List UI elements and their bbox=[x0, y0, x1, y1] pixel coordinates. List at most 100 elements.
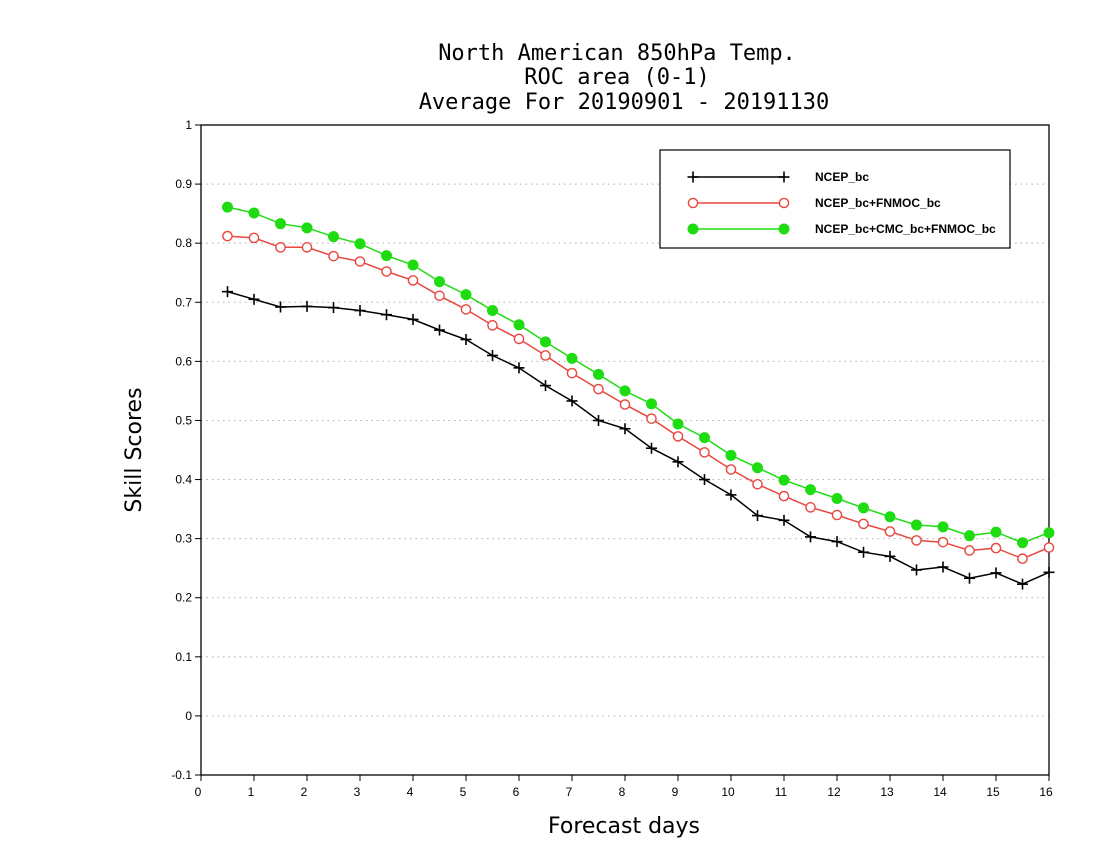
data-point bbox=[778, 474, 790, 486]
data-point bbox=[884, 526, 896, 537]
data-point bbox=[752, 510, 763, 522]
data-point bbox=[699, 447, 710, 458]
data-point bbox=[593, 383, 604, 395]
legend-entry: NCEP_bc bbox=[687, 170, 869, 184]
data-point bbox=[884, 550, 896, 562]
data-point bbox=[937, 521, 949, 533]
data-point bbox=[566, 367, 578, 379]
data-point bbox=[619, 399, 631, 410]
data-point bbox=[831, 509, 843, 521]
data-point bbox=[805, 502, 816, 513]
data-point bbox=[328, 250, 339, 262]
data-point bbox=[381, 266, 392, 277]
data-point bbox=[487, 320, 498, 331]
x-tick-label: 16 bbox=[1039, 785, 1053, 799]
data-point bbox=[593, 414, 604, 426]
data-point bbox=[699, 474, 710, 486]
data-point bbox=[725, 449, 737, 461]
y-tick-label: 0.2 bbox=[175, 591, 192, 605]
data-point bbox=[990, 567, 1002, 579]
data-point bbox=[858, 502, 869, 514]
y-tick-label: 0.9 bbox=[175, 177, 192, 191]
data-point bbox=[990, 526, 1002, 538]
data-point bbox=[301, 300, 313, 312]
data-point bbox=[566, 395, 578, 407]
legend-marker bbox=[778, 171, 790, 183]
data-point bbox=[540, 336, 551, 348]
x-tick-label: 1 bbox=[248, 785, 255, 799]
data-point bbox=[460, 304, 472, 315]
data-point bbox=[434, 276, 445, 288]
data-point bbox=[301, 222, 313, 234]
data-point bbox=[513, 319, 525, 331]
data-point bbox=[646, 413, 657, 424]
data-point bbox=[619, 423, 631, 435]
legend-label: NCEP_bc bbox=[815, 170, 869, 184]
x-tick-label: 13 bbox=[880, 785, 894, 799]
data-point bbox=[672, 418, 684, 430]
data-point bbox=[937, 561, 949, 573]
series-2 bbox=[222, 230, 1055, 565]
data-point bbox=[752, 462, 763, 474]
data-point bbox=[434, 324, 445, 336]
data-point bbox=[407, 275, 419, 286]
y-tick-label: 1 bbox=[185, 118, 192, 132]
data-point bbox=[513, 333, 525, 345]
legend-marker bbox=[778, 223, 790, 235]
y-tick-label: 0.4 bbox=[175, 473, 192, 487]
y-tick-label: 0 bbox=[185, 709, 192, 723]
data-point bbox=[222, 286, 233, 298]
data-point bbox=[990, 542, 1002, 554]
x-tick-label: 3 bbox=[354, 785, 361, 799]
y-axis-ticks: -0.1 0 0.1 0.2 0.3 0.4 0.5 0.6 0.7 0.8 0.9 1 bbox=[171, 118, 201, 782]
data-point bbox=[646, 398, 657, 410]
data-point bbox=[831, 536, 843, 548]
y-tick-label: 0.6 bbox=[175, 354, 192, 368]
data-point bbox=[354, 256, 366, 267]
data-point bbox=[778, 490, 790, 502]
x-tick-label: 4 bbox=[407, 785, 414, 799]
data-point bbox=[222, 201, 233, 213]
data-point bbox=[328, 302, 339, 314]
data-point bbox=[381, 309, 392, 321]
data-point bbox=[778, 514, 790, 526]
legend-box bbox=[659, 149, 1011, 249]
grid-lines bbox=[201, 183, 1049, 717]
x-tick-label: 9 bbox=[672, 785, 679, 799]
data-point bbox=[248, 232, 260, 244]
data-point bbox=[1043, 566, 1055, 578]
data-point bbox=[858, 546, 869, 558]
x-tick-label: 12 bbox=[827, 785, 841, 799]
legend-marker bbox=[687, 223, 699, 235]
x-tick-label: 7 bbox=[566, 785, 573, 799]
y-tick-label: 0.1 bbox=[175, 650, 192, 664]
data-point bbox=[805, 484, 816, 496]
data-point bbox=[937, 536, 949, 548]
x-tick-label: 0 bbox=[195, 785, 202, 799]
legend-entry: NCEP_bc+CMC_bc+FNMOC_bc bbox=[687, 222, 996, 236]
data-point bbox=[487, 305, 498, 317]
data-point bbox=[1043, 542, 1055, 553]
data-point bbox=[275, 218, 286, 230]
data-point bbox=[460, 289, 472, 301]
legend-label: NCEP_bc+CMC_bc+FNMOC_bc bbox=[815, 222, 996, 236]
data-point bbox=[301, 242, 313, 253]
x-axis-ticks: 0 1 2 3 4 5 6 7 8 9 10 11 12 13 14 15 16 bbox=[195, 775, 1053, 799]
x-tick-label: 5 bbox=[460, 785, 467, 799]
data-point bbox=[354, 305, 366, 317]
legend-marker bbox=[687, 197, 699, 209]
data-point bbox=[884, 511, 896, 523]
x-tick-label: 2 bbox=[301, 785, 308, 799]
series-line bbox=[227, 290, 1050, 585]
data-point bbox=[354, 238, 366, 250]
data-point bbox=[646, 442, 657, 454]
series-line bbox=[227, 206, 1050, 544]
y-tick-label: -0.1 bbox=[171, 768, 192, 782]
x-tick-label: 11 bbox=[775, 785, 788, 799]
data-point bbox=[434, 290, 445, 302]
data-point bbox=[752, 478, 763, 490]
data-point bbox=[407, 259, 419, 271]
data-point bbox=[1017, 537, 1028, 549]
data-point bbox=[275, 242, 286, 253]
